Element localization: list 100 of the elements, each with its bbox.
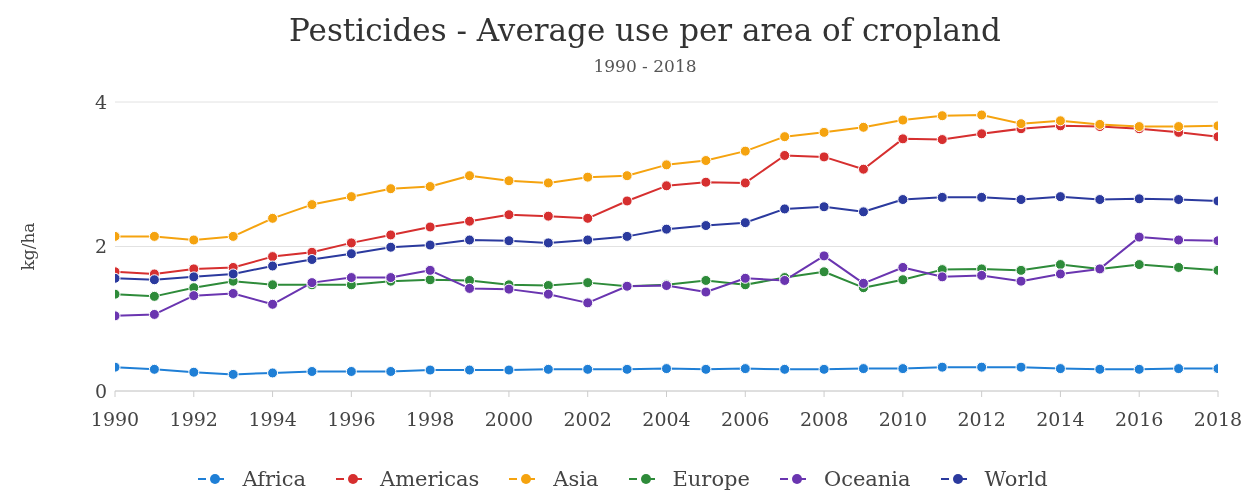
x-tick-label: 1992 [169, 408, 218, 431]
point [897, 133, 909, 145]
point [857, 206, 869, 218]
point [779, 131, 791, 143]
point [1094, 194, 1106, 206]
point [503, 235, 515, 247]
point [542, 177, 554, 189]
point [385, 229, 397, 241]
point [1133, 363, 1145, 375]
point [267, 279, 279, 291]
point [621, 363, 633, 375]
point [503, 175, 515, 187]
x-tick-label: 2012 [957, 408, 1006, 431]
point [739, 363, 751, 375]
point [582, 363, 594, 375]
point [621, 230, 633, 242]
point [700, 274, 712, 286]
point [1054, 268, 1066, 280]
y-axis-title: kg/ha [18, 222, 39, 271]
legend-label: Africa [242, 467, 306, 491]
point [424, 264, 436, 276]
point [1133, 259, 1145, 271]
point [424, 239, 436, 251]
point [1015, 264, 1027, 276]
point [345, 248, 357, 260]
point [779, 149, 791, 161]
point [306, 199, 318, 211]
point [188, 271, 200, 283]
point [897, 363, 909, 375]
point [818, 201, 830, 213]
point [1173, 363, 1185, 375]
x-tick-label: 1998 [405, 408, 455, 431]
point [661, 159, 672, 171]
point [976, 269, 988, 281]
point [739, 145, 751, 157]
point [267, 212, 279, 224]
point [464, 234, 476, 246]
point [385, 183, 397, 195]
point [464, 215, 476, 227]
point [976, 191, 988, 203]
point [306, 365, 318, 377]
x-tick-label: 1990 [90, 408, 140, 431]
legend-label: Europe [672, 467, 750, 491]
point [227, 230, 239, 242]
point [700, 155, 712, 167]
point [542, 210, 554, 222]
point [857, 277, 869, 289]
point [582, 212, 594, 224]
point [661, 363, 672, 375]
point [818, 126, 830, 138]
point [897, 274, 909, 286]
point [1173, 121, 1185, 133]
point [148, 230, 160, 242]
legend-label: World [984, 467, 1048, 491]
point [267, 260, 279, 272]
point [1173, 261, 1185, 273]
point [385, 365, 397, 377]
point [503, 283, 515, 295]
point [1054, 115, 1066, 127]
x-tick-label: 2006 [721, 408, 770, 431]
point [464, 282, 476, 294]
point [936, 361, 948, 373]
point [306, 254, 318, 266]
point [345, 365, 357, 377]
point [621, 195, 633, 207]
legend-label: Asia [553, 467, 599, 491]
point [267, 298, 279, 310]
point [857, 163, 869, 175]
x-tick-label: 2004 [642, 408, 691, 431]
legend-label: Americas [379, 467, 480, 491]
point [345, 272, 357, 284]
x-tick-label: 2008 [799, 408, 849, 431]
point [936, 110, 948, 122]
point [424, 181, 436, 193]
point [385, 241, 397, 253]
point [1015, 118, 1027, 130]
point [542, 288, 554, 300]
point [464, 170, 476, 182]
point [897, 114, 909, 126]
x-tick-label: 2000 [484, 408, 534, 431]
point [1173, 234, 1185, 246]
point [700, 363, 712, 375]
point [897, 261, 909, 273]
point [424, 221, 436, 233]
point [1015, 194, 1027, 206]
x-tick-label: 2014 [1036, 408, 1085, 431]
point [700, 220, 712, 232]
x-tick-label: 2016 [1115, 408, 1164, 431]
point [424, 364, 436, 376]
point [700, 176, 712, 188]
point [582, 277, 594, 289]
point [1133, 231, 1145, 243]
point [582, 234, 594, 246]
point [1015, 275, 1027, 287]
point [503, 364, 515, 376]
point [148, 308, 160, 320]
point [936, 271, 948, 283]
point [188, 290, 200, 302]
point [739, 177, 751, 189]
point [227, 368, 239, 380]
